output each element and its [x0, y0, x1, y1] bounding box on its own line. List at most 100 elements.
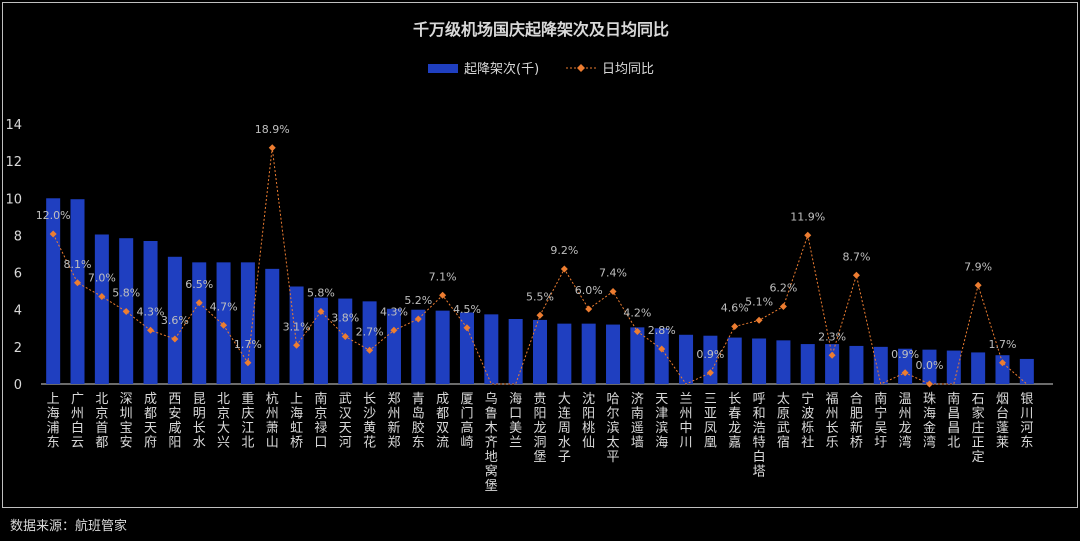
line-point	[195, 299, 203, 307]
bar	[606, 324, 621, 384]
data-label: 4.7%	[210, 300, 238, 313]
y-tick-label: 0	[14, 378, 22, 393]
x-tick-label: 天津滨海	[655, 392, 668, 451]
line-point	[98, 293, 106, 300]
x-axis-labels: 上海浦东广州白云北京首都深圳宝安成都天府西安咸阳昆明长水北京大兴重庆江北杭州萧山…	[47, 391, 1034, 494]
data-label: 5.1%	[745, 295, 773, 308]
chart-frame: 千万级机场国庆起降架次及日均同比 起降架次(千) 日均同比 0 2 4 6 8 10 12 1…	[2, 2, 1078, 508]
bar	[727, 337, 742, 384]
line-point	[804, 231, 812, 239]
x-tick-label: 长春龙嘉	[728, 392, 741, 451]
x-tick-label: 北京大兴	[217, 392, 230, 451]
data-label: 7.0%	[88, 272, 116, 285]
x-tick-label: 石家庄正定	[972, 392, 985, 465]
x-tick-label: 西安咸阳	[168, 392, 181, 451]
line-point	[706, 369, 714, 377]
bar	[849, 345, 864, 384]
x-tick-label: 郑州新郑	[387, 392, 400, 451]
bar	[46, 198, 61, 384]
x-tick-label: 昆明长水	[193, 392, 206, 451]
y-tick-label: 8	[14, 229, 22, 244]
line-point	[244, 359, 252, 367]
x-tick-label: 武汉天河	[339, 392, 352, 451]
data-label: 9.2%	[550, 244, 578, 257]
bar	[703, 335, 718, 384]
line-point	[974, 281, 982, 289]
data-label: 2.7%	[356, 325, 384, 338]
bar	[459, 312, 474, 384]
bar	[946, 350, 961, 384]
line-point	[414, 315, 422, 323]
bar	[70, 199, 85, 384]
x-tick-label: 银川河东	[1020, 392, 1033, 451]
bar	[240, 262, 255, 384]
data-label: 3.8%	[331, 312, 359, 325]
line-point	[755, 316, 763, 324]
x-tick-label: 成都双流	[436, 392, 449, 451]
y-tick-label: 12	[5, 155, 22, 170]
x-tick-label: 南宁吴圩	[874, 391, 887, 451]
x-tick-label: 深圳宝安	[120, 392, 133, 451]
line-point	[731, 323, 739, 330]
chart-legend: 起降架次(千) 日均同比	[428, 61, 654, 77]
bar	[362, 301, 377, 384]
line-point	[560, 265, 568, 273]
bar	[630, 327, 645, 384]
data-label: 4.6%	[721, 302, 749, 315]
line-point	[341, 333, 349, 340]
line-point	[585, 305, 593, 313]
data-label: 3.6%	[161, 314, 189, 327]
bar	[435, 310, 450, 384]
data-label: 1.7%	[234, 338, 262, 351]
bar	[898, 348, 913, 384]
data-label: 6.2%	[769, 282, 797, 295]
bar	[533, 319, 547, 384]
line-point	[536, 311, 544, 319]
line-point	[998, 359, 1006, 367]
data-label: 5.8%	[307, 287, 335, 300]
x-tick-label: 成都天府	[144, 392, 157, 451]
bar	[654, 328, 669, 384]
bar	[873, 346, 888, 384]
line-point	[633, 328, 641, 335]
data-label: 12.0%	[36, 209, 71, 222]
x-tick-label: 珠海金湾	[923, 392, 936, 451]
x-tick-label: 青岛胶东	[412, 392, 425, 451]
x-tick-label: 烟台蓬莱	[996, 392, 1009, 451]
x-tick-label: 大连周水子	[558, 392, 571, 465]
x-tick-label: 温州龙湾	[899, 392, 912, 451]
x-tick-label: 杭州萧山	[266, 392, 279, 451]
data-label: 2.3%	[818, 330, 846, 343]
x-tick-label: 呼和浩特白塔	[753, 392, 766, 480]
line-point	[925, 380, 933, 388]
data-label: 5.8%	[112, 287, 140, 300]
x-tick-label: 合肥新桥	[850, 392, 863, 451]
data-label: 4.5%	[453, 303, 481, 316]
x-tick-label: 重庆江北	[241, 391, 254, 451]
x-tick-label: 哈尔滨太平	[607, 392, 620, 465]
data-label: 0.9%	[696, 348, 724, 361]
data-label: 4.2%	[623, 307, 651, 320]
chart-title: 千万级机场国庆起降架次及日均同比	[413, 20, 669, 39]
bar	[94, 234, 109, 384]
x-tick-label: 沈阳桃仙	[582, 392, 595, 451]
legend-bar-label: 起降架次(千)	[464, 61, 539, 77]
bar	[679, 334, 694, 384]
bar	[581, 323, 596, 384]
source-note: 数据来源：航班管家	[10, 519, 128, 534]
data-label: 2.8%	[648, 324, 676, 337]
data-label: 6.5%	[185, 278, 213, 291]
data-label: 4.3%	[380, 305, 408, 318]
data-label: 0.9%	[891, 348, 919, 361]
bar	[922, 349, 937, 384]
line-point	[122, 308, 130, 315]
line-series: 12.0%8.1%7.0%5.8%4.3%3.6%6.5%4.7%1.7%18.…	[36, 123, 1028, 388]
data-label: 5.2%	[404, 294, 432, 307]
y-tick-label: 2	[14, 341, 22, 356]
bar	[313, 297, 328, 384]
line-point	[293, 341, 301, 349]
y-tick-label: 10	[5, 192, 22, 207]
x-tick-label: 南昌昌北	[947, 391, 960, 451]
chart-svg: 千万级机场国庆起降架次及日均同比 起降架次(千) 日均同比 0 2 4 6 8 10 12 1…	[5, 20, 1053, 494]
bar	[752, 338, 767, 384]
